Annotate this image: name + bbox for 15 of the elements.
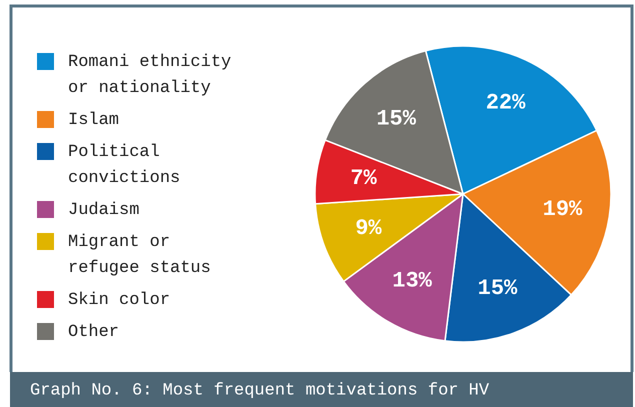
legend-label: Skin color [68,290,170,310]
data-label: 22% [486,90,526,116]
legend-label: Judaism [68,200,140,220]
data-label: 13% [392,268,433,294]
legend-label: Other [68,322,120,342]
data-label: 15% [478,276,518,302]
legend-label: Political convictions [68,142,180,188]
data-label: 9% [355,216,382,241]
legend-label: Islam [68,110,120,130]
text: Graph No. 6: Most frequent motivations for HV [30,382,490,400]
data-label: 15% [376,106,417,132]
legend-label: Migrant or refugee status [68,232,211,278]
data-label: 7% [350,166,378,192]
data-label: 19% [542,196,584,222]
legend-label: Romani ethnicity or nationality [68,52,232,98]
